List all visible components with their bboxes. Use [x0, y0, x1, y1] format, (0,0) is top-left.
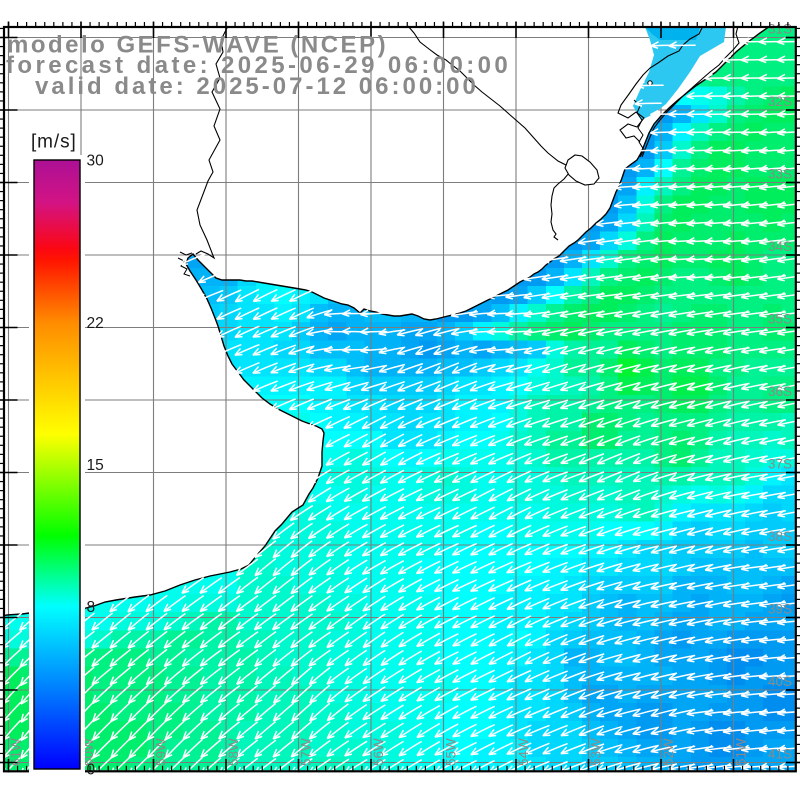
- svg-text:55W: 55W: [444, 738, 459, 766]
- svg-text:8: 8: [87, 599, 96, 616]
- svg-text:57W: 57W: [299, 738, 314, 766]
- svg-text:valid date: 2025-07-12 06:00:0: valid date: 2025-07-12 06:00:00: [35, 73, 479, 100]
- svg-text:35S: 35S: [768, 312, 792, 327]
- svg-text:40S: 40S: [768, 674, 792, 689]
- svg-text:[m/s]: [m/s]: [31, 132, 77, 153]
- svg-text:52W: 52W: [661, 738, 676, 766]
- svg-text:modelo GEFS-WAVE (NCEP): modelo GEFS-WAVE (NCEP): [7, 32, 388, 59]
- svg-text:33S: 33S: [768, 167, 792, 182]
- svg-text:59W: 59W: [154, 738, 169, 766]
- svg-text:38S: 38S: [768, 529, 792, 544]
- svg-text:41S: 41S: [768, 747, 792, 762]
- svg-text:22: 22: [87, 315, 104, 332]
- svg-text:30: 30: [87, 153, 105, 170]
- svg-text:54W: 54W: [516, 738, 531, 766]
- svg-text:37S: 37S: [768, 457, 792, 472]
- svg-text:36S: 36S: [768, 384, 792, 399]
- svg-text:61W: 61W: [9, 738, 24, 766]
- svg-text:15: 15: [87, 457, 104, 474]
- svg-text:39S: 39S: [768, 602, 792, 617]
- svg-text:0: 0: [87, 762, 96, 779]
- svg-text:34S: 34S: [768, 239, 792, 254]
- svg-text:56W: 56W: [371, 738, 386, 766]
- svg-text:32S: 32S: [768, 94, 792, 109]
- svg-text:58W: 58W: [226, 738, 241, 766]
- svg-text:51W: 51W: [734, 738, 749, 766]
- svg-text:forecast date: 2025-06-29 06:0: forecast date: 2025-06-29 06:00:00: [6, 52, 511, 79]
- svg-text:31S: 31S: [768, 22, 792, 37]
- svg-text:53W: 53W: [589, 738, 604, 766]
